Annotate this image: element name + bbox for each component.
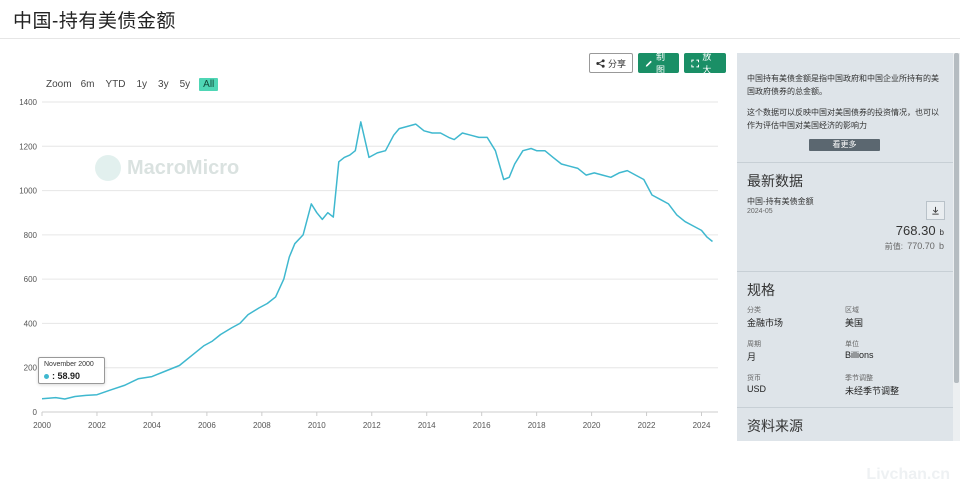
sources-section: 资料来源	[737, 407, 953, 436]
latest-value-row: 768.30 b	[896, 223, 944, 238]
x-tick-label: 2008	[253, 421, 271, 430]
spec-label: 季节调整	[845, 375, 873, 382]
previous-label: 前值:	[884, 242, 903, 251]
pencil-icon	[645, 60, 652, 67]
x-tick-label: 2018	[528, 421, 546, 430]
enlarge-button[interactable]: 放大	[684, 52, 726, 75]
chart-toolbar: 分享 制图 放大	[589, 52, 726, 75]
x-tick-label: 2014	[418, 421, 436, 430]
x-tick-label: 2004	[143, 421, 161, 430]
draw-label: 制图	[656, 52, 666, 75]
x-tick-label: 2006	[198, 421, 216, 430]
y-tick-label: 600	[24, 275, 38, 284]
share-button[interactable]: 分享	[589, 53, 633, 73]
macromicro-watermark: MacroMicro	[95, 155, 239, 181]
draw-button[interactable]: 制图	[638, 52, 679, 75]
zoom-3y-button[interactable]: 3y	[158, 79, 169, 90]
zoom-6m-button[interactable]: 6m	[80, 79, 95, 90]
spec-value: USD	[747, 384, 767, 394]
spec-seasonal-adjustment: 季节调整未经季节调整	[845, 373, 943, 397]
see-more-button[interactable]: 看更多	[809, 139, 880, 151]
description-paragraph-1: 中国持有美债金额是指中国政府和中国企业所持有的美国政府债券的总金额。	[747, 74, 939, 96]
previous-value-row: 前值: 770.70 b	[885, 241, 944, 252]
side-panel: 中国持有美债金额是指中国政府和中国企业所持有的美国政府债券的总金额。 这个数据可…	[737, 53, 953, 441]
spec-category: 分类 金融市场	[747, 305, 845, 329]
series-line[interactable]	[41, 121, 713, 400]
download-button[interactable]	[926, 201, 945, 220]
fullscreen-icon	[691, 59, 699, 67]
share-icon	[596, 58, 605, 68]
page-header: 中国-持有美债金额	[0, 0, 960, 39]
latest-value: 768.30	[895, 223, 936, 238]
watermark-text: MacroMicro	[127, 156, 240, 179]
x-tick-label: 2000	[33, 421, 51, 430]
x-tick-label: 2022	[638, 421, 656, 430]
spec-label: 周期	[747, 341, 761, 348]
x-tick-label: 2002	[88, 421, 106, 430]
y-tick-label: 200	[24, 364, 38, 373]
scrollbar-thumb[interactable]	[954, 53, 959, 383]
spec-unit: 单位 Billions	[845, 339, 943, 363]
spec-label: 单位	[845, 341, 859, 348]
tooltip-value-row: : 58.90	[44, 371, 99, 381]
specs-section: 规格 分类金融市场 区域美国 周期月 单位 Billions 货币 USD 季节调整…	[737, 271, 953, 407]
spec-label: 分类	[747, 307, 761, 314]
y-tick-label: 0	[33, 408, 38, 417]
tooltip-series-dot	[44, 373, 49, 379]
zoom-ytd-button[interactable]: YTD	[105, 79, 126, 90]
chart-tooltip: November 2000 : 58.90	[38, 357, 105, 384]
x-tick-label: 2020	[583, 421, 601, 430]
latest-data-section: 最新数据 中国-持有美债金额 2024-05 768.30 b 前值: 770.7…	[737, 162, 953, 271]
tooltip-date: November 2000	[44, 361, 94, 368]
x-tick-label: 2024	[693, 421, 711, 430]
spec-value: 美国	[845, 318, 864, 328]
x-axis-ticks: 2000 2002 2004 2006 2008 2010 2012 2014 2016 2018…	[33, 411, 718, 430]
zoom-bar: Zoom 6m YTD 1y 3y 5y All	[46, 78, 219, 91]
enlarge-label: 放大	[702, 52, 712, 75]
latest-series-name: 中国-持有美债金额	[747, 197, 814, 206]
spec-value: 金融市场	[747, 318, 784, 328]
y-tick-label: 1200	[19, 142, 37, 151]
macromicro-logo-icon	[95, 155, 121, 181]
download-icon	[932, 206, 939, 215]
y-tick-label: 1000	[19, 187, 37, 196]
y-tick-label: 800	[24, 231, 38, 240]
zoom-label: Zoom	[46, 79, 72, 90]
x-tick-label: 2012	[363, 421, 381, 430]
x-tick-label: 2010	[308, 421, 326, 430]
latest-date: 2024-05	[747, 208, 773, 215]
chart-grid	[42, 101, 718, 413]
y-axis-ticks: 0 200 400 600 800 1000 1200 1400	[19, 98, 37, 417]
side-panel-scrollbar[interactable]	[953, 53, 960, 441]
spec-value: 月	[747, 352, 757, 362]
specs-heading: 规格	[747, 282, 775, 298]
zoom-1y-button[interactable]: 1y	[136, 79, 148, 90]
sources-heading: 资料来源	[747, 418, 803, 434]
page-title: 中国-持有美债金额	[13, 11, 176, 32]
spec-currency: 货币 USD	[747, 373, 845, 397]
previous-value: 770.70	[907, 241, 935, 251]
zoom-all-button[interactable]: All	[199, 78, 219, 91]
previous-value-unit: b	[938, 241, 944, 251]
share-label: 分享	[608, 58, 627, 69]
y-tick-label: 400	[24, 319, 38, 328]
x-tick-label: 2016	[473, 421, 491, 430]
spec-region: 区域 美国	[845, 305, 943, 329]
zoom-5y-button[interactable]: 5y	[179, 79, 191, 90]
spec-value: Billions	[845, 350, 874, 360]
description: 中国持有美债金额是指中国政府和中国企业所持有的美国政府债券的总金额。 这个数据可…	[737, 53, 953, 162]
spec-value: 未经季节调整	[845, 386, 900, 396]
latest-value-unit: b	[939, 228, 944, 237]
y-tick-label: 1400	[19, 98, 37, 107]
chart-series	[41, 121, 713, 400]
site-watermark: Livchan.cn	[866, 466, 950, 483]
specs-grid: 分类金融市场 区域美国 周期月 单位 Billions 货币 USD 季节调整未经季…	[747, 305, 943, 397]
description-paragraph-2: 这个数据可以反映中国对美国债券的投资情况，也可以作为评估中国对美国经济的影响力	[747, 108, 939, 130]
tooltip-value: : 58.90	[52, 371, 81, 381]
spec-label: 货币	[747, 375, 761, 382]
latest-data-heading: 最新数据	[747, 173, 803, 189]
spec-frequency: 周期月	[747, 339, 845, 363]
spec-label: 区域	[845, 307, 859, 314]
